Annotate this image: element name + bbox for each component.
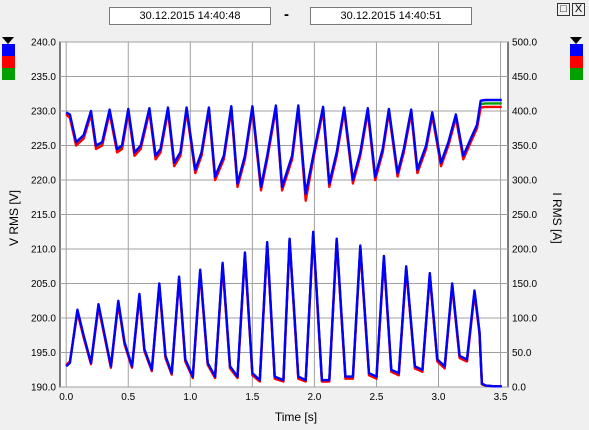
right-legend bbox=[570, 37, 583, 80]
x-tick-label: 1.0 bbox=[183, 392, 197, 403]
left-tick-label: 210.0 bbox=[31, 245, 56, 256]
right-tick-label: 300.0 bbox=[512, 176, 537, 187]
close-window-button[interactable]: X bbox=[572, 3, 585, 16]
right-tick-label: 100.0 bbox=[512, 314, 537, 325]
x-tick-label: 0.5 bbox=[121, 392, 135, 403]
series-line-left-0 bbox=[65, 98, 502, 196]
x-axis-ticks: 0.0 0.5 1.0 1.5 2.0 2.5 3.0 3.5 bbox=[59, 392, 508, 403]
x-axis-label: Time [s] bbox=[275, 410, 317, 424]
legend-swatch-red[interactable] bbox=[2, 56, 15, 68]
restore-window-button[interactable]: □ bbox=[557, 3, 570, 16]
left-tick-label: 235.0 bbox=[31, 72, 56, 83]
left-tick-label: 230.0 bbox=[31, 107, 56, 118]
dropdown-arrow-icon[interactable] bbox=[570, 37, 582, 44]
right-tick-label: 150.0 bbox=[512, 279, 537, 290]
time-range-separator: - bbox=[284, 6, 289, 23]
right-tick-label: 50.0 bbox=[512, 348, 532, 359]
left-tick-label: 215.0 bbox=[31, 210, 56, 221]
left-tick-label: 225.0 bbox=[31, 141, 56, 152]
dropdown-arrow-icon[interactable] bbox=[2, 37, 14, 44]
x-tick-label: 2.0 bbox=[307, 392, 321, 403]
left-tick-label: 200.0 bbox=[31, 314, 56, 325]
left-tick-label: 220.0 bbox=[31, 176, 56, 187]
legend-swatch-blue[interactable] bbox=[570, 44, 583, 56]
legend-swatch-green[interactable] bbox=[2, 68, 15, 80]
right-tick-label: 450.0 bbox=[512, 72, 537, 83]
left-tick-label: 190.0 bbox=[31, 383, 56, 394]
end-time-field[interactable]: 30.12.2015 14:40:51 bbox=[310, 7, 472, 25]
legend-swatch-blue[interactable] bbox=[2, 44, 15, 56]
legend-swatch-green[interactable] bbox=[570, 68, 583, 80]
right-tick-label: 250.0 bbox=[512, 210, 537, 221]
x-tick-label: 0.0 bbox=[59, 392, 73, 403]
right-axis-ticks: 0.0 50.0 100.0 150.0 200.0 250.0 300.0 350.0 400… bbox=[512, 38, 537, 394]
series-lines bbox=[65, 98, 502, 388]
left-legend bbox=[2, 37, 15, 80]
left-tick-label: 240.0 bbox=[31, 38, 56, 49]
right-tick-label: 200.0 bbox=[512, 245, 537, 256]
left-tick-label: 205.0 bbox=[31, 279, 56, 290]
start-time-field[interactable]: 30.12.2015 14:40:48 bbox=[109, 7, 271, 25]
right-y-axis-label: I RMS [A] bbox=[550, 192, 564, 243]
right-tick-label: 400.0 bbox=[512, 107, 537, 118]
legend-swatch-red[interactable] bbox=[570, 56, 583, 68]
x-tick-label: 1.5 bbox=[245, 392, 259, 403]
right-tick-label: 500.0 bbox=[512, 38, 537, 49]
series-line-right-3 bbox=[65, 230, 502, 388]
right-tick-label: 350.0 bbox=[512, 141, 537, 152]
right-tick-label: 0.0 bbox=[512, 383, 526, 394]
x-tick-label: 2.5 bbox=[370, 392, 384, 403]
left-axis-ticks: 190.0 195.0 200.0 205.0 210.0 215.0 220.0 225.0… bbox=[31, 38, 56, 394]
x-tick-label: 3.0 bbox=[432, 392, 446, 403]
x-tick-label: 3.5 bbox=[494, 392, 508, 403]
left-tick-label: 195.0 bbox=[31, 348, 56, 359]
left-y-axis-label: V RMS [V] bbox=[7, 190, 21, 246]
